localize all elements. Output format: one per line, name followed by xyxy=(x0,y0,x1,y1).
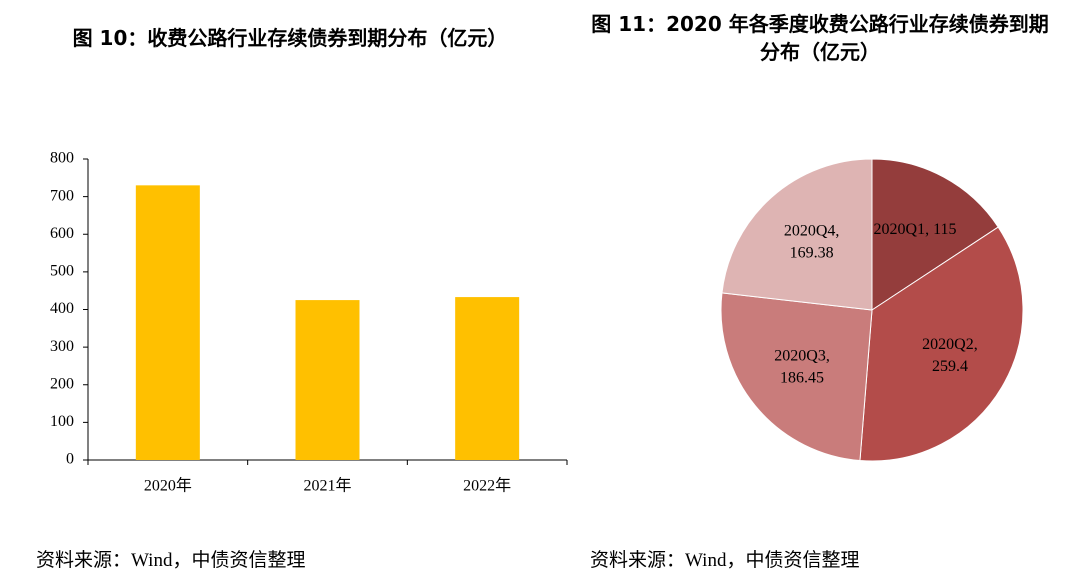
source: 资料来源：Wind，中债资信整理 xyxy=(590,550,860,571)
x-tick-label: 2022年 xyxy=(463,477,511,495)
data-label: 2020Q1, 115 xyxy=(874,221,957,238)
bar xyxy=(295,300,360,460)
y-tick-label: 0 xyxy=(66,451,74,468)
pie-slice xyxy=(720,292,873,462)
source: 资料来源：Wind，中债资信整理 xyxy=(36,550,306,571)
x-tick-label: 2020年 xyxy=(144,477,192,495)
y-tick-label: 100 xyxy=(50,413,74,430)
chart-title: 图 11：2020 年各季度收费公路行业存续债券到期分布（亿元） xyxy=(591,12,1049,64)
y-tick-label: 800 xyxy=(50,150,74,167)
bar xyxy=(135,185,200,460)
y-tick-label: 300 xyxy=(50,338,74,355)
data-label: 2020Q2, 259.4 xyxy=(922,336,978,375)
data-label: 2020Q4, 169.38 xyxy=(784,222,840,261)
y-tick-label: 400 xyxy=(50,300,74,317)
pie-slice xyxy=(871,158,999,311)
chart-title: 图 10：收费公路行业存续债券到期分布（亿元） xyxy=(72,26,508,50)
data-label: 2020Q3, 186.45 xyxy=(774,347,830,386)
pie-slice xyxy=(721,158,873,311)
pie-slice xyxy=(859,226,1024,462)
bar xyxy=(455,297,520,460)
x-tick-label: 2021年 xyxy=(303,477,351,495)
y-tick-label: 200 xyxy=(50,375,74,392)
y-tick-label: 500 xyxy=(50,263,74,280)
y-tick-label: 700 xyxy=(50,187,74,204)
y-tick-label: 600 xyxy=(50,225,74,242)
